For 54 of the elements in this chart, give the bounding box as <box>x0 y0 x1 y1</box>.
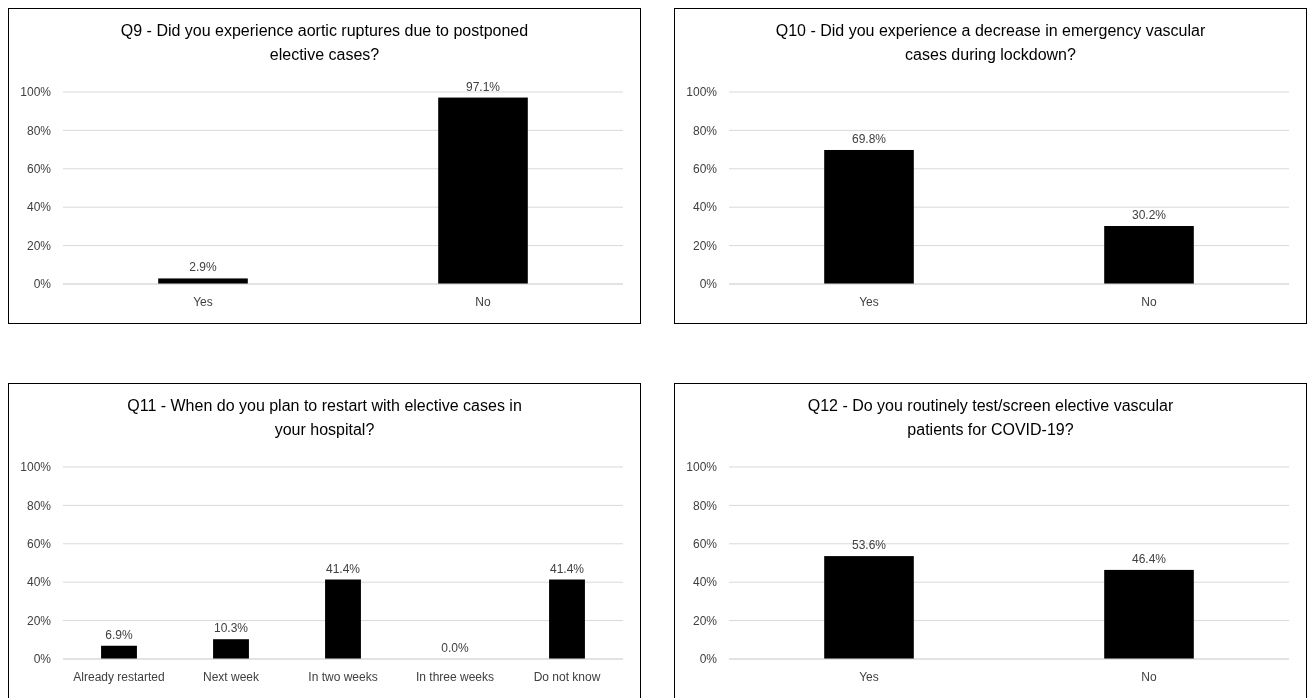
data-label: 97.1% <box>465 79 501 94</box>
x-tick-label: No <box>475 295 491 309</box>
y-tick-label: 60% <box>26 162 52 176</box>
x-tick-label: Yes <box>859 295 879 309</box>
x-tick-label: In two weeks <box>308 670 378 684</box>
bar <box>325 579 361 659</box>
data-label: 53.6% <box>851 538 887 553</box>
y-tick-label: 80% <box>692 498 718 513</box>
bar <box>101 645 137 659</box>
y-tick-label: 100% <box>686 460 718 475</box>
data-label: 30.2% <box>1131 208 1167 223</box>
x-tick-label: Do not know <box>533 670 601 684</box>
chart-title: Q10 - Did you experience a decrease in emergency vascular cases during lockdown? <box>775 22 1206 63</box>
y-tick-label: 60% <box>692 537 718 551</box>
data-label: 10.3% <box>213 621 249 636</box>
data-label: 46.4% <box>1131 551 1167 566</box>
data-label: 69.8% <box>851 131 887 146</box>
data-label: 6.9% <box>105 627 133 642</box>
y-tick-label: 0% <box>33 652 52 667</box>
data-label: 41.4% <box>325 561 361 576</box>
y-tick-label: 80% <box>26 498 52 513</box>
x-tick-label: No <box>1141 295 1157 309</box>
y-tick-label: 40% <box>26 575 52 590</box>
x-tick-label: Next week <box>202 670 261 684</box>
x-tick-label: No <box>1141 670 1157 684</box>
x-tick-label: Already restarted <box>73 670 165 684</box>
y-tick-label: 40% <box>692 575 718 590</box>
y-tick-label: 20% <box>26 238 52 253</box>
y-tick-label: 100% <box>20 460 52 475</box>
y-tick-label: 20% <box>692 613 718 628</box>
y-tick-label: 0% <box>33 277 52 292</box>
y-tick-label: 0% <box>699 277 718 292</box>
y-tick-label: 80% <box>26 123 52 138</box>
y-tick-label: 40% <box>26 200 52 215</box>
y-tick-label: 40% <box>692 200 718 215</box>
y-tick-label: 20% <box>692 238 718 253</box>
chart-title: Q11 - When do you plan to restart with elective cases in your hospital? <box>127 397 522 438</box>
y-tick-label: 100% <box>686 85 718 100</box>
bar <box>213 639 249 659</box>
data-label: 0.0% <box>441 641 469 655</box>
data-label: 41.4% <box>549 561 585 576</box>
y-tick-label: 80% <box>692 123 718 138</box>
chart-title: Q9 - Did you experience aortic ruptures due to postponed elective cases? <box>120 22 529 63</box>
chart-title: Q12 - Do you routinely test/screen elective vascular patients for COVID-19? <box>807 397 1174 438</box>
y-tick-label: 60% <box>26 537 52 551</box>
bar <box>549 579 585 659</box>
data-label: 2.9% <box>189 260 217 275</box>
y-tick-label: 0% <box>699 652 718 667</box>
y-tick-label: 60% <box>692 162 718 176</box>
y-tick-label: 100% <box>20 85 52 100</box>
y-tick-label: 20% <box>26 613 52 628</box>
x-tick-label: Yes <box>859 670 879 684</box>
x-tick-label: Yes <box>193 295 213 309</box>
x-tick-label: In three weeks <box>415 670 495 684</box>
